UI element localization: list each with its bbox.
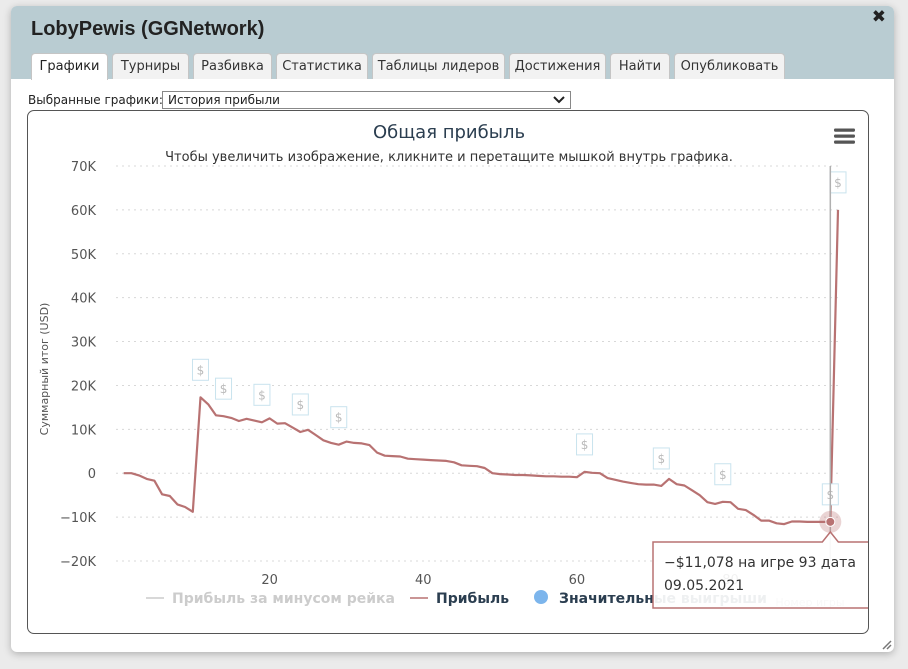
svg-text:$: $ (258, 388, 266, 402)
chart-title: Общая прибыль (373, 122, 525, 143)
window-title: LobyPewis (GGNetwork) (31, 18, 265, 40)
close-icon[interactable]: ✖ (871, 7, 886, 27)
tooltip-line-2: 09.05.2021 (664, 578, 744, 594)
hover-marker (825, 516, 836, 527)
chart-container[interactable]: Общая прибыль Чтобы увеличить изображение… (27, 110, 869, 634)
title-bar: LobyPewis (GGNetwork) ✖ Графики Турниры … (11, 6, 894, 80)
significant-win-flag[interactable]: $ (215, 377, 233, 400)
chart-selector-value: История прибыли (168, 93, 280, 107)
significant-win-flag[interactable]: $ (576, 433, 594, 456)
tab-leaderboards[interactable]: Таблицы лидеров (372, 53, 505, 79)
significant-win-flag[interactable]: $ (253, 383, 271, 406)
y-tick-label: −20K (60, 555, 96, 570)
chart-menu-icon[interactable] (834, 128, 855, 144)
tab-publish[interactable]: Опубликовать (674, 53, 785, 79)
tab-breakdown[interactable]: Разбивка (193, 53, 272, 79)
svg-text:$: $ (658, 452, 666, 466)
y-tick-label: 40K (71, 292, 97, 307)
x-tick-label: 40 (415, 573, 432, 588)
significant-win-flag[interactable]: $ (191, 358, 209, 381)
significant-win-flag[interactable]: $ (829, 171, 847, 194)
x-tick-label: 60 (569, 573, 586, 588)
svg-text:$: $ (335, 411, 343, 425)
chevron-down-icon (553, 96, 565, 104)
significant-win-flag[interactable]: $ (714, 463, 732, 486)
svg-text:$: $ (719, 468, 727, 482)
y-axis-title: Суммарный итог (USD) (38, 303, 51, 436)
resize-grip-icon[interactable] (880, 638, 892, 650)
tooltip-box (652, 530, 868, 609)
svg-text:$: $ (297, 398, 305, 412)
chart-subtitle: Чтобы увеличить изображение, кликните и … (165, 150, 733, 165)
legend-item-profit: Прибыль (436, 591, 509, 607)
significant-win-flag[interactable]: $ (330, 406, 348, 429)
y-tick-label: 70K (71, 160, 97, 175)
profit-chart[interactable]: Общая прибыль Чтобы увеличить изображение… (28, 111, 869, 634)
significant-win-flag[interactable]: $ (291, 393, 309, 416)
y-tick-label: −10K (60, 511, 96, 526)
y-tick-label: 0 (88, 467, 96, 482)
tooltip-line-1: −$11,078 на игре 93 дата (664, 555, 856, 571)
legend-item-net-profit: Прибыль за минусом рейка (172, 591, 395, 607)
x-tick-label: 20 (261, 573, 278, 588)
dialog-window: LobyPewis (GGNetwork) ✖ Графики Турниры … (11, 6, 894, 652)
tab-find[interactable]: Найти (610, 53, 670, 79)
svg-text:$: $ (220, 382, 228, 396)
tab-achievements[interactable]: Достижения (509, 53, 606, 79)
tab-tournaments[interactable]: Турниры (112, 53, 189, 79)
svg-text:$: $ (197, 363, 205, 377)
svg-text:$: $ (834, 176, 842, 190)
tab-charts[interactable]: Графики (31, 53, 108, 80)
y-tick-label: 30K (71, 336, 97, 351)
chart-selector-label: Выбранные графики: (28, 93, 163, 107)
tab-statistics[interactable]: Статистика (276, 53, 368, 79)
significant-win-flag[interactable]: $ (652, 447, 670, 470)
y-tick-label: 50K (71, 248, 97, 263)
y-tick-label: 60K (71, 204, 97, 219)
y-tick-label: 20K (71, 379, 97, 394)
legend-symbol (534, 590, 548, 604)
y-tick-label: 10K (71, 423, 97, 438)
chart-selector-dropdown[interactable]: История прибыли (162, 91, 571, 109)
svg-text:$: $ (581, 438, 589, 452)
profit-series-line (123, 209, 840, 526)
